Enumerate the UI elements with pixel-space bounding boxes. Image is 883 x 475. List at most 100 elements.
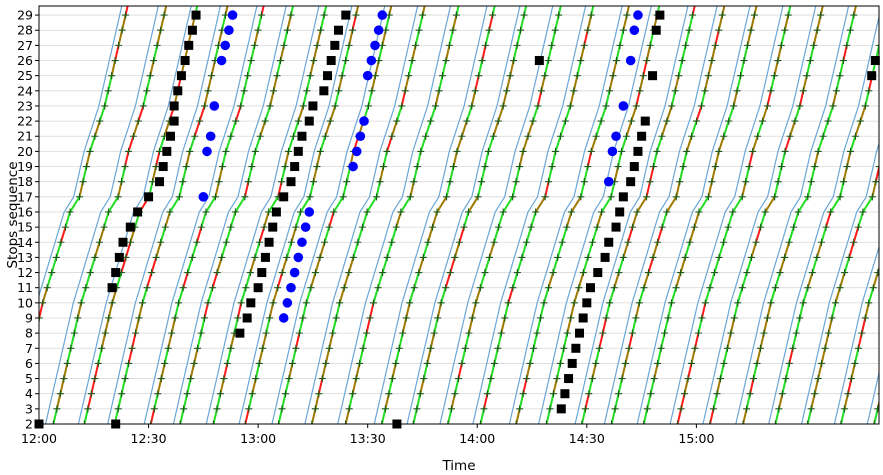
- observed-segment: [848, 242, 855, 258]
- planned-line: [669, 6, 784, 424]
- stop-mark: [458, 132, 466, 140]
- observed-segment: [131, 332, 137, 349]
- stop-mark: [318, 375, 326, 383]
- stop-mark: [274, 284, 282, 292]
- observed-segment: [253, 242, 261, 258]
- stop-mark: [465, 329, 473, 337]
- stop-mark: [858, 329, 866, 337]
- observed-segment: [41, 287, 49, 304]
- stop-mark: [554, 253, 562, 261]
- stop-mark: [397, 208, 405, 216]
- stop-mark: [242, 284, 250, 292]
- observed-segment: [613, 166, 620, 182]
- observed-segment: [693, 211, 700, 228]
- stop-mark: [701, 299, 709, 307]
- stop-mark: [118, 178, 126, 186]
- stop-mark: [676, 178, 684, 186]
- stop-mark: [504, 299, 512, 307]
- stop-mark: [452, 11, 460, 19]
- blue-circle-marker: [220, 40, 231, 51]
- stop-mark: [461, 344, 469, 352]
- observed-segment: [100, 332, 107, 349]
- trip-1539: [833, 245, 879, 424]
- observed-segment: [677, 60, 684, 76]
- stop-mark: [503, 87, 511, 95]
- y-axis-title: Stops sequence: [5, 161, 21, 268]
- stop-mark: [352, 375, 360, 383]
- stop-mark: [513, 269, 521, 277]
- stop-mark: [410, 178, 418, 186]
- stop-mark: [541, 72, 549, 80]
- observed-segment: [569, 90, 575, 107]
- stop-mark: [413, 163, 421, 171]
- observed-segment: [120, 257, 127, 273]
- observed-segment: [82, 166, 88, 182]
- stop-mark: [591, 0, 598, 3]
- observed-segment: [398, 332, 404, 349]
- observed-segment: [780, 151, 787, 167]
- y-tick-label: 13: [17, 250, 33, 265]
- observed-segment: [600, 105, 608, 122]
- stop-mark: [240, 87, 248, 95]
- observed-segment: [404, 75, 410, 92]
- stop-mark: [690, 223, 698, 231]
- observed-segment: [847, 378, 853, 394]
- stop-mark: [875, 163, 879, 171]
- stop-mark: [819, 132, 827, 140]
- stop-mark: [487, 375, 495, 383]
- black-square-marker: [618, 192, 628, 202]
- observed-segment: [825, 211, 832, 228]
- observed-segment: [690, 120, 698, 137]
- observed-segment: [160, 363, 166, 379]
- observed-segment: [272, 75, 278, 92]
- stop-mark: [152, 253, 160, 261]
- stop-mark: [817, 11, 825, 19]
- stop-mark: [847, 147, 855, 155]
- stop-mark: [592, 132, 600, 140]
- y-tick-label: 20: [17, 144, 33, 159]
- stop-mark: [66, 208, 74, 216]
- stop-mark: [682, 41, 690, 49]
- planned-line: [143, 6, 258, 424]
- stop-mark: [877, 393, 879, 395]
- y-tick-label: 26: [17, 53, 33, 68]
- stop-mark: [804, 420, 812, 424]
- observed-segment: [564, 105, 572, 122]
- stop-mark: [490, 238, 498, 246]
- stop-mark: [430, 329, 438, 337]
- stop-mark: [497, 329, 505, 337]
- observed-segment: [839, 272, 846, 288]
- observed-segment: [347, 257, 355, 273]
- observed-segment: [159, 14, 166, 31]
- observed-segment: [258, 348, 264, 364]
- observed-segment: [474, 75, 480, 92]
- stop-mark: [251, 41, 259, 49]
- y-tick-label: 10: [17, 295, 33, 310]
- observed-segment: [620, 135, 628, 152]
- observed-segment: [356, 226, 364, 243]
- stop-mark: [204, 299, 212, 307]
- stop-mark: [587, 11, 595, 19]
- stop-mark: [428, 223, 436, 231]
- stop-mark: [668, 299, 676, 307]
- planned-line: [472, 6, 587, 424]
- observed-segment: [265, 317, 271, 334]
- observed-segment: [525, 226, 533, 243]
- stop-mark: [489, 11, 497, 19]
- stop-mark: [485, 253, 493, 261]
- stop-mark: [629, 223, 637, 231]
- trip-lines: [39, 0, 879, 424]
- stop-mark: [61, 223, 69, 231]
- stop-mark: [824, 117, 832, 125]
- stop-mark: [589, 238, 597, 246]
- stop-mark: [698, 314, 706, 322]
- stop-mark: [378, 41, 386, 49]
- observed-segment: [605, 90, 611, 107]
- stop-mark: [415, 26, 423, 34]
- observed-segment: [314, 257, 321, 273]
- observed-segment: [793, 105, 801, 122]
- black-square-marker: [169, 101, 179, 111]
- stop-mark: [612, 57, 620, 65]
- observed-segment: [290, 226, 297, 243]
- stop-mark: [608, 420, 616, 424]
